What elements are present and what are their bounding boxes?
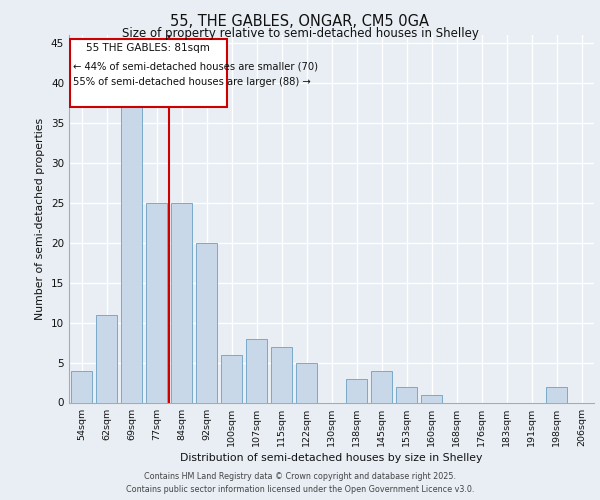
Text: 55, THE GABLES, ONGAR, CM5 0GA: 55, THE GABLES, ONGAR, CM5 0GA [170, 14, 430, 29]
Bar [196, 242, 217, 402]
X-axis label: Distribution of semi-detached houses by size in Shelley: Distribution of semi-detached houses by … [181, 452, 482, 462]
Text: ← 44% of semi-detached houses are smaller (70): ← 44% of semi-detached houses are smalle… [73, 62, 318, 72]
Bar [71, 370, 92, 402]
Bar [296, 362, 317, 403]
Bar [96, 314, 117, 402]
Bar [246, 338, 267, 402]
Y-axis label: Number of semi-detached properties: Number of semi-detached properties [35, 118, 46, 320]
Text: 55 THE GABLES: 81sqm: 55 THE GABLES: 81sqm [86, 43, 211, 53]
Bar [346, 378, 367, 402]
Bar [171, 203, 192, 402]
Bar [371, 370, 392, 402]
Bar [396, 386, 417, 402]
Bar [221, 354, 242, 403]
Bar [271, 346, 292, 403]
Text: Contains HM Land Registry data © Crown copyright and database right 2025.
Contai: Contains HM Land Registry data © Crown c… [126, 472, 474, 494]
Bar [121, 107, 142, 403]
Text: Size of property relative to semi-detached houses in Shelley: Size of property relative to semi-detach… [122, 28, 478, 40]
Bar [546, 386, 567, 402]
Bar [146, 203, 167, 402]
Text: 55% of semi-detached houses are larger (88) →: 55% of semi-detached houses are larger (… [73, 78, 311, 88]
Bar [421, 394, 442, 402]
FancyBboxPatch shape [70, 39, 227, 107]
